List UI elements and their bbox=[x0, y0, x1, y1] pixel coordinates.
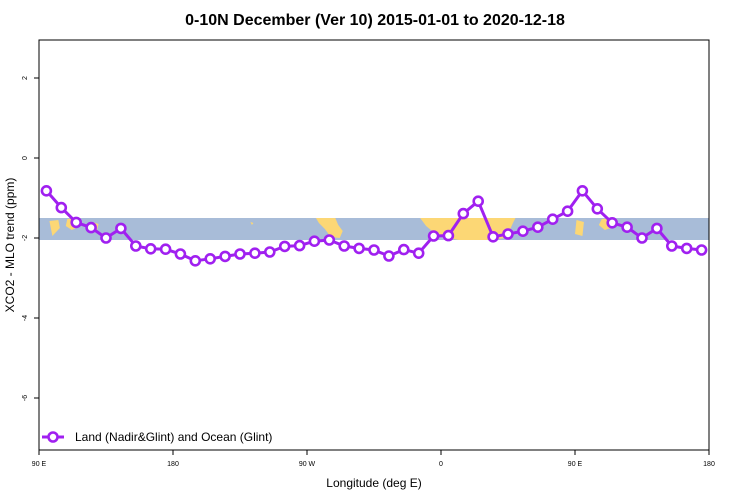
data-point bbox=[397, 243, 410, 256]
y-tick-label: 0 bbox=[22, 156, 29, 160]
x-tick-label: 90 E bbox=[568, 461, 583, 468]
data-point bbox=[651, 222, 663, 235]
data-point bbox=[517, 225, 529, 237]
x-axis: 90 E 180 90 W 0 90 E 180 bbox=[32, 450, 715, 468]
data-point bbox=[383, 250, 395, 262]
y-tick-label: -6 bbox=[22, 395, 29, 401]
data-series bbox=[40, 185, 708, 267]
data-point bbox=[293, 239, 306, 252]
y-axis: 2 0 -2 -4 -6 bbox=[22, 76, 39, 401]
data-point bbox=[576, 185, 589, 197]
data-point bbox=[561, 205, 574, 217]
data-point bbox=[115, 222, 127, 235]
data-point bbox=[353, 242, 365, 255]
data-point bbox=[427, 230, 440, 242]
data-point bbox=[695, 244, 708, 256]
data-point bbox=[323, 234, 336, 246]
y-axis-label: XCO2 - MLO trend (ppm) bbox=[3, 178, 17, 313]
x-tick-label: 90 E bbox=[32, 461, 47, 468]
data-point bbox=[144, 243, 157, 255]
data-point bbox=[174, 248, 187, 260]
data-point bbox=[457, 207, 470, 220]
x-tick-label: 180 bbox=[167, 461, 179, 468]
x-tick-label: 180 bbox=[703, 461, 715, 468]
chart-title: 0-10N December (Ver 10) 2015-01-01 to 20… bbox=[185, 12, 565, 29]
data-point bbox=[85, 221, 97, 234]
data-point bbox=[665, 240, 678, 252]
data-point bbox=[531, 221, 544, 233]
data-point bbox=[100, 232, 112, 244]
y-tick-label: -2 bbox=[22, 235, 29, 241]
legend-label: Land (Nadir&Glint) and Ocean (Glint) bbox=[75, 430, 272, 444]
data-point bbox=[606, 217, 619, 229]
data-point bbox=[546, 213, 559, 225]
data-point bbox=[412, 247, 425, 259]
data-point bbox=[442, 229, 455, 242]
data-point bbox=[249, 247, 261, 259]
data-point bbox=[189, 254, 202, 267]
data-point bbox=[502, 228, 514, 240]
land-island-a bbox=[49, 220, 60, 236]
data-point bbox=[204, 252, 216, 265]
legend: Land (Nadir&Glint) and Ocean (Glint) bbox=[42, 430, 272, 444]
data-point bbox=[40, 185, 53, 197]
data-point bbox=[278, 240, 291, 253]
data-point bbox=[472, 195, 485, 207]
data-point bbox=[130, 240, 142, 252]
land-island-d bbox=[575, 220, 584, 236]
data-point bbox=[263, 246, 276, 258]
data-point bbox=[591, 203, 604, 215]
data-point bbox=[234, 248, 246, 260]
data-point bbox=[308, 235, 321, 247]
y-tick-label: -4 bbox=[22, 315, 29, 321]
data-point bbox=[368, 244, 380, 256]
data-point bbox=[487, 231, 499, 243]
legend-marker bbox=[47, 431, 59, 443]
data-point bbox=[70, 216, 82, 229]
x-tick-label: 0 bbox=[439, 461, 443, 468]
land-americas bbox=[315, 218, 343, 238]
data-point bbox=[159, 243, 172, 255]
x-tick-label: 90 W bbox=[299, 461, 316, 468]
data-point bbox=[621, 221, 633, 233]
data-point bbox=[636, 232, 648, 244]
plot-frame bbox=[38, 39, 710, 451]
data-point bbox=[338, 240, 351, 252]
y-tick-label: 2 bbox=[22, 76, 29, 80]
land-islet bbox=[250, 222, 254, 225]
data-point bbox=[219, 250, 231, 263]
x-axis-label: Longitude (deg E) bbox=[326, 476, 421, 490]
data-point bbox=[680, 242, 693, 255]
data-point bbox=[55, 201, 68, 214]
